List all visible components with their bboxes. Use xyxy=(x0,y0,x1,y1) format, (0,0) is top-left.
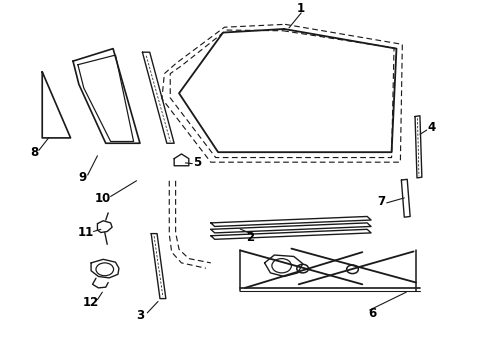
Text: 7: 7 xyxy=(377,195,385,208)
Text: 5: 5 xyxy=(193,156,201,169)
Text: 10: 10 xyxy=(95,192,111,205)
Text: 4: 4 xyxy=(427,121,436,134)
Text: 9: 9 xyxy=(79,171,87,184)
Text: 6: 6 xyxy=(368,307,376,320)
Text: 2: 2 xyxy=(246,231,254,244)
Text: 3: 3 xyxy=(136,309,144,322)
Text: 11: 11 xyxy=(78,226,95,239)
Text: 1: 1 xyxy=(297,2,305,15)
Text: 8: 8 xyxy=(30,146,38,159)
Text: 12: 12 xyxy=(83,296,99,309)
